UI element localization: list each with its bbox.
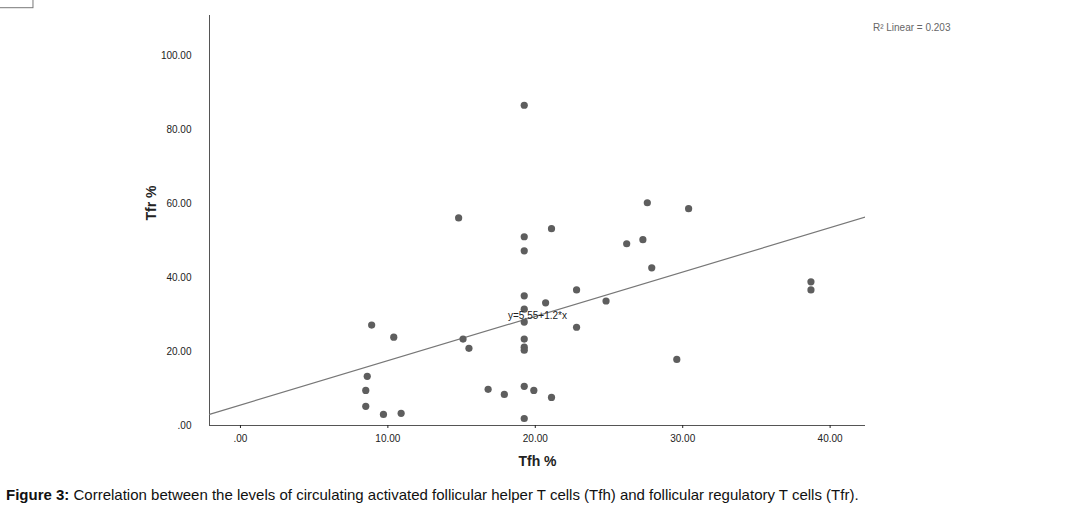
- svg-text:20.00: 20.00: [166, 346, 191, 357]
- svg-text:R² Linear = 0.203: R² Linear = 0.203: [873, 22, 951, 33]
- svg-text:.00: .00: [234, 433, 248, 444]
- svg-text:30.00: 30.00: [670, 433, 695, 444]
- svg-text:100.00: 100.00: [161, 50, 192, 61]
- svg-text:10.00: 10.00: [375, 433, 400, 444]
- svg-text:40.00: 40.00: [818, 433, 843, 444]
- svg-text:Tfh %: Tfh %: [518, 453, 557, 469]
- svg-text:40.00: 40.00: [166, 272, 191, 283]
- svg-text:60.00: 60.00: [166, 198, 191, 209]
- svg-text:.00: .00: [178, 420, 192, 431]
- svg-text:20.00: 20.00: [523, 433, 548, 444]
- svg-text:y=5.55+1.2*x: y=5.55+1.2*x: [508, 310, 567, 321]
- svg-text:80.00: 80.00: [166, 124, 191, 135]
- svg-text:Tfr %: Tfr %: [143, 185, 159, 221]
- html-text:Figure 3: Correlation between: Figure 3: Correlation between the levels…: [6, 486, 859, 503]
